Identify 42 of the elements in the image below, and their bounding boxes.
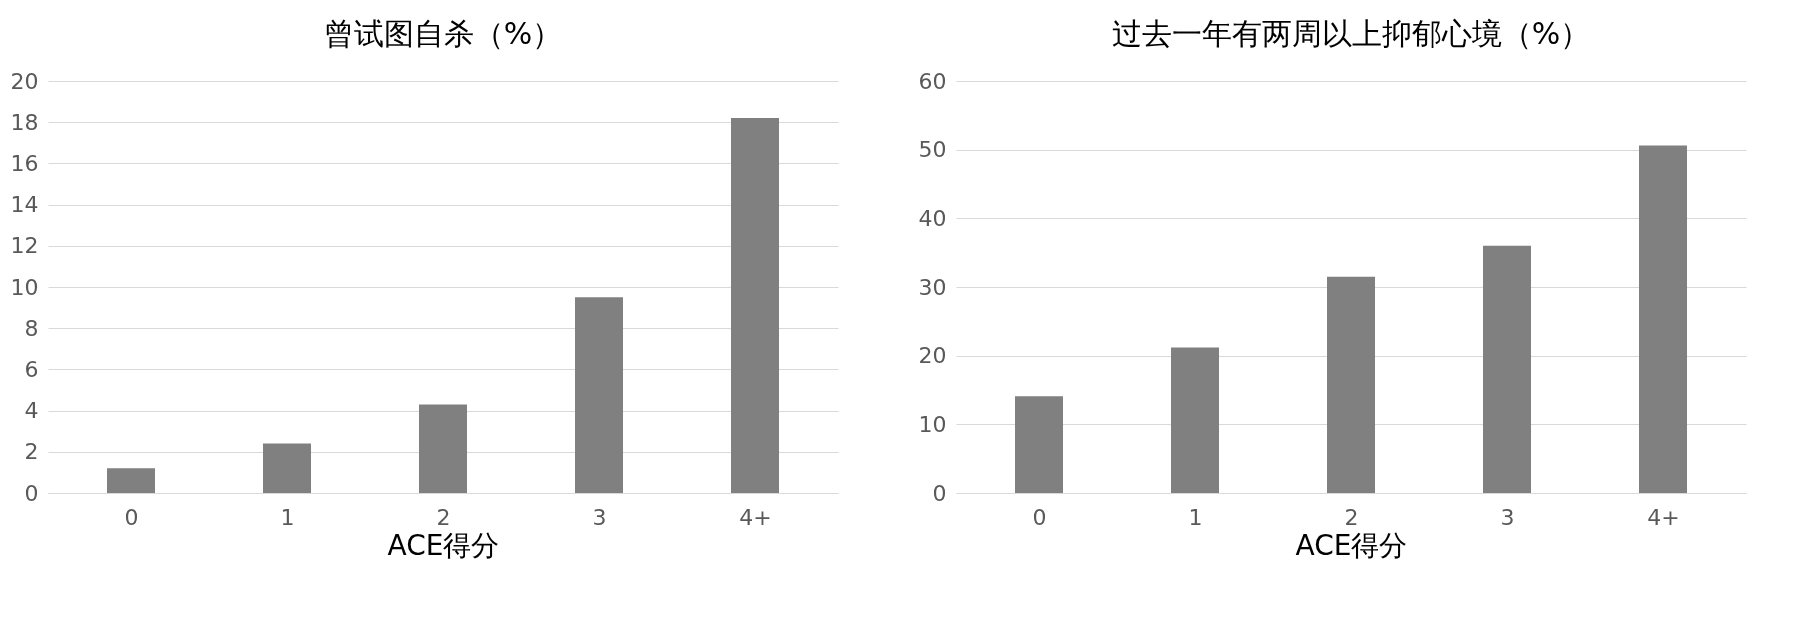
- x-tick-label: 0: [1032, 504, 1047, 530]
- chart-title: 曾试图自杀（%）: [323, 16, 563, 51]
- x-tick-label: 2: [436, 504, 451, 530]
- x-tick-label: 3: [1500, 504, 1515, 530]
- bar: [1483, 245, 1531, 493]
- bar: [1327, 276, 1375, 493]
- y-tick-label: 4: [24, 398, 39, 424]
- x-tick-label: 4+: [739, 504, 772, 530]
- x-tick-label: 1: [1188, 504, 1203, 530]
- y-tick-label: 2: [24, 439, 39, 465]
- y-tick-label: 20: [918, 343, 947, 369]
- chart-title: 过去一年有两周以上抑郁心境（%）: [1111, 16, 1591, 51]
- y-tick-label: 50: [918, 137, 947, 163]
- y-tick-label: 18: [10, 109, 39, 135]
- bar: [419, 404, 467, 493]
- y-tick-label: 12: [10, 233, 39, 259]
- bar: [731, 118, 779, 493]
- y-tick-label: 0: [24, 480, 39, 506]
- x-axis-title: ACE得分: [387, 528, 500, 562]
- bar: [1015, 396, 1063, 493]
- bar: [1171, 347, 1219, 493]
- bar: [263, 443, 311, 493]
- y-tick-label: 16: [10, 150, 39, 176]
- x-tick-label: 1: [280, 504, 295, 530]
- y-tick-label: 0: [932, 480, 947, 506]
- y-tick-label: 8: [24, 315, 39, 341]
- bar: [575, 297, 623, 493]
- x-tick-label: 4+: [1647, 504, 1680, 530]
- y-tick-label: 6: [24, 356, 39, 382]
- x-tick-label: 0: [124, 504, 139, 530]
- y-tick-label: 20: [10, 68, 39, 94]
- x-tick-label: 3: [592, 504, 607, 530]
- y-tick-label: 10: [10, 274, 39, 300]
- x-tick-label: 2: [1344, 504, 1359, 530]
- y-tick-label: 10: [918, 411, 947, 437]
- bar: [1639, 145, 1687, 493]
- y-tick-label: 60: [918, 68, 947, 94]
- bar: [107, 468, 155, 493]
- y-tick-label: 14: [10, 192, 39, 218]
- y-tick-label: 40: [918, 205, 947, 231]
- y-tick-label: 30: [918, 274, 947, 300]
- x-axis-title: ACE得分: [1295, 528, 1408, 562]
